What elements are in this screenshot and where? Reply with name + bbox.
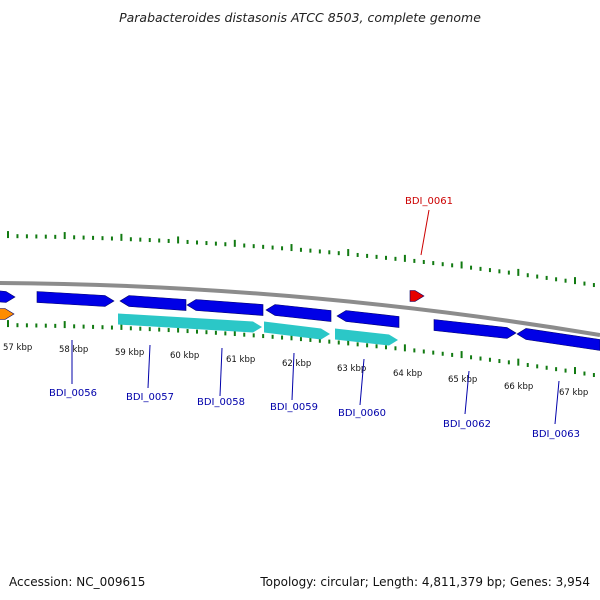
scale-label: 67 kbp — [559, 388, 588, 398]
gene-label[interactable]: BDI_0059 — [270, 402, 318, 413]
feature-arrow[interactable] — [0, 308, 15, 320]
gene-label-leader — [147, 344, 151, 389]
scale-label: 58 kbp — [59, 345, 88, 355]
gene-label[interactable]: BDI_0056 — [49, 388, 97, 399]
scale-label: 60 kbp — [170, 351, 199, 361]
genome-stats-text: Topology: circular; Length: 4,811,379 bp… — [260, 575, 590, 589]
scale-label: 63 kbp — [337, 364, 366, 374]
gene-labels: BDI_0056 BDI_0057 BDI_0058 BDI_0059 BDI_0060… — [49, 196, 580, 440]
gene-arrow[interactable] — [336, 310, 400, 328]
gene-track — [0, 290, 600, 351]
gene-label[interactable]: BDI_0061 — [405, 196, 453, 207]
scale-label: 57 kbp — [3, 343, 32, 353]
genome-backbone — [0, 281, 600, 337]
gene-label-leader — [291, 352, 295, 401]
outer-tick-track — [7, 231, 595, 288]
gene-label-leader — [359, 358, 365, 406]
gene-arrow[interactable] — [265, 304, 332, 322]
gene-label-leader — [219, 347, 223, 397]
gene-label[interactable]: BDI_0060 — [338, 408, 386, 419]
gene-label-leader — [464, 370, 470, 415]
gene-label[interactable]: BDI_0062 — [443, 419, 491, 430]
gene-arrow[interactable] — [0, 290, 16, 303]
scale-label: 61 kbp — [226, 355, 255, 365]
gene-label[interactable]: BDI_0057 — [126, 392, 174, 403]
map-title: Parabacteroides distasonis ATCC 8503, co… — [119, 10, 481, 25]
gene-label-leader — [554, 380, 560, 425]
scale-label: 65 kbp — [448, 375, 477, 385]
gene-arrow[interactable] — [186, 299, 264, 316]
scale-label: 64 kbp — [393, 369, 422, 379]
gene-arrow[interactable] — [409, 290, 425, 302]
gene-arrow[interactable] — [516, 328, 600, 351]
gene-label[interactable]: BDI_0058 — [197, 397, 245, 408]
scale-label: 66 kbp — [504, 382, 533, 392]
cds-band[interactable] — [335, 328, 398, 346]
gene-label-leader — [420, 209, 430, 256]
gene-arrow[interactable] — [119, 295, 187, 311]
gene-arrow[interactable] — [433, 319, 517, 339]
scale-labels: 57 kbp 58 kbp 59 kbp 60 kbp 61 kbp 62 kbp 63 k… — [3, 343, 588, 398]
gene-label[interactable]: BDI_0063 — [532, 429, 580, 440]
gene-arrow[interactable] — [36, 291, 115, 307]
scale-label: 62 kbp — [282, 359, 311, 369]
cds-band[interactable] — [118, 313, 262, 333]
cds-band[interactable] — [264, 321, 330, 340]
scale-label: 59 kbp — [115, 348, 144, 358]
accession-text: Accession: NC_009615 — [9, 575, 146, 589]
